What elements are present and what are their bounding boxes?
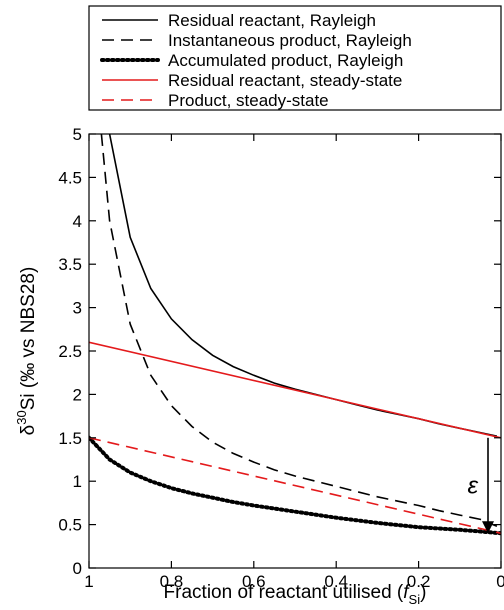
legend: Residual reactant, RayleighInstantaneous…: [88, 5, 502, 111]
legend-label: Residual reactant, steady-state: [168, 71, 402, 90]
x-tick-label: 0.8: [160, 572, 184, 591]
series-line-2: [100, 134, 498, 528]
axes-frame: [88, 133, 502, 569]
y-tick-label: 4: [73, 212, 82, 231]
legend-label: Instantaneous product, Rayleigh: [168, 31, 412, 50]
legend-label: Residual reactant, Rayleigh: [168, 11, 376, 30]
x-tick-label: 0.2: [407, 572, 431, 591]
y-tick-label: 0.5: [58, 516, 82, 535]
epsilon-arrowhead: [482, 521, 494, 534]
legend-label: Accumulated product, Rayleigh: [168, 51, 403, 70]
x-axis-label: Fraction of reactant utilised (fSi): [164, 582, 427, 607]
plot-area: 1 0.8 0.6 0.4 0.2 0 0 0.5 1 1.5 2 2.5 3 3.5 4 4.5 5 ε: [58, 125, 504, 591]
y-axis-label-sup: 30: [14, 410, 29, 424]
y-axis-label-rest: Si (‰ vs NBS28): [18, 267, 39, 411]
y-tick-label: 4.5: [58, 168, 82, 187]
y-tick-label: 2.5: [58, 342, 82, 361]
x-axis-label-prefix: Fraction of reactant utilised (: [164, 582, 404, 603]
y-tick-label: 3.5: [58, 255, 82, 274]
x-axis-label-var: f: [403, 582, 410, 603]
series-line-5: [89, 437, 501, 535]
y-tick-label: 1: [73, 472, 82, 491]
x-tick-label: 0.4: [324, 572, 348, 591]
series-line-3: [89, 435, 501, 536]
y-axis-label: δ30Si (‰ vs NBS28): [14, 267, 39, 436]
epsilon-label: ε: [467, 473, 478, 500]
series-line-4: [89, 341, 501, 439]
x-tick-label: 0.6: [242, 572, 266, 591]
x-axis-label-suffix: ): [420, 582, 426, 603]
y-tick-label: 2: [73, 385, 82, 404]
x-axis-label-sub: Si: [409, 592, 421, 607]
y-tick-label: 3: [73, 299, 82, 318]
series-line-1: [108, 134, 498, 437]
legend-label: Product, steady-state: [168, 91, 329, 110]
y-tick-label: 5: [73, 125, 82, 144]
y-tick-label: 0: [73, 559, 82, 578]
x-tick-label: 1: [84, 572, 93, 591]
y-tick-label: 1.5: [58, 429, 82, 448]
y-axis-label-delta: δ: [18, 425, 39, 436]
x-tick-label: 0: [496, 572, 504, 591]
